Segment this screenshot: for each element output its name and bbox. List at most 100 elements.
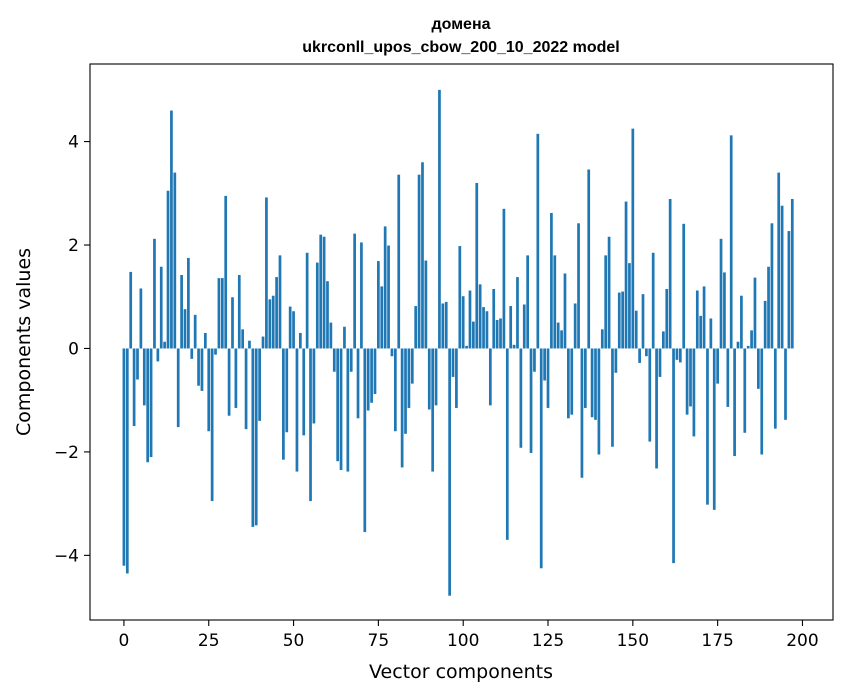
bar-194 [780,205,784,349]
bar-89 [424,260,428,349]
bar-107 [485,311,489,349]
bar-6 [142,348,146,406]
bar-106 [482,307,485,349]
x-tick-label: 75 [368,631,390,651]
bar-85 [410,348,414,384]
bar-105 [478,284,482,349]
bar-160 [665,288,669,349]
bar-28 [217,278,221,349]
bar-102 [468,290,472,349]
bar-58 [319,234,323,349]
x-axis-ticks: 0 25 50 75 100 125 150 175 200 [119,620,819,651]
bar-79 [390,348,394,357]
bar-21 [193,314,197,349]
x-tick-label: 150 [617,631,649,651]
bar-130 [563,273,567,349]
bar-97 [451,348,455,377]
bar-173 [709,318,713,349]
bar-134 [577,223,580,349]
bar-179 [729,135,733,349]
bar-119 [526,255,530,349]
bar-142 [604,255,608,349]
bar-154 [645,348,648,357]
bar-88 [421,162,424,349]
bar-144 [611,348,614,447]
bar-1 [125,348,129,574]
bar-47 [282,348,285,460]
bar-196 [787,231,791,349]
bar-13 [166,190,170,349]
y-axis-ticks: −4 −2 0 2 4 [54,133,90,566]
bar-129 [560,330,563,349]
bar-32 [231,297,234,349]
bar-156 [651,252,655,349]
bar-164 [678,348,682,363]
bar-150 [631,128,635,349]
y-tick-label: −2 [54,443,79,463]
bar-53 [302,348,306,436]
bar-25 [207,348,211,432]
bar-189 [763,300,767,349]
bar-195 [784,348,787,420]
bar-60 [326,281,329,349]
bar-71 [363,348,367,533]
bar-180 [733,348,736,457]
bar-172 [706,348,709,505]
bar-159 [662,331,665,349]
bar-3 [132,348,136,427]
bar-30 [224,195,228,349]
bar-165 [682,223,686,349]
bar-108 [488,348,492,406]
bar-14 [170,110,173,349]
bar-24 [203,332,207,349]
bar-151 [634,310,638,349]
bar-177 [723,272,726,349]
bar-83 [404,348,407,434]
bar-140 [597,348,601,455]
bar-8 [149,348,153,458]
bar-157 [655,348,658,469]
bar-57 [315,262,319,349]
bar-52 [298,332,302,349]
bar-161 [668,198,672,349]
y-tick-label: 4 [68,133,79,153]
bar-110 [495,320,499,349]
bar-114 [509,306,513,349]
bar-36 [244,348,248,430]
bar-148 [624,201,628,349]
bar-141 [600,329,604,349]
bar-92 [434,348,438,406]
bar-7 [146,348,150,463]
bar-19 [187,257,190,349]
bar-27 [214,348,217,355]
bar-121 [533,348,536,372]
bar-125 [546,348,550,408]
bar-17 [180,275,183,349]
plot-frame [89,63,834,621]
bar-22 [197,348,200,386]
bar-153 [641,294,645,349]
bar-78 [387,245,390,349]
bar-74 [373,348,377,394]
bar-48 [285,348,289,433]
bar-0 [122,348,126,566]
bar-169 [695,290,699,349]
x-tick-label: 175 [701,631,733,651]
bar-46 [278,255,282,349]
bar-59 [322,236,326,349]
bar-131 [567,348,570,419]
bar-101 [465,345,468,349]
bar-81 [397,174,401,349]
bars-group [122,89,794,596]
bar-155 [648,348,652,442]
bar-152 [638,348,641,363]
bar-90 [427,348,431,410]
bar-39 [254,348,258,526]
bar-184 [746,345,750,349]
x-tick-label: 100 [447,631,479,651]
bar-171 [702,286,706,349]
bar-118 [522,304,526,349]
bar-43 [268,299,272,349]
bar-174 [712,348,716,510]
bar-94 [441,303,445,349]
